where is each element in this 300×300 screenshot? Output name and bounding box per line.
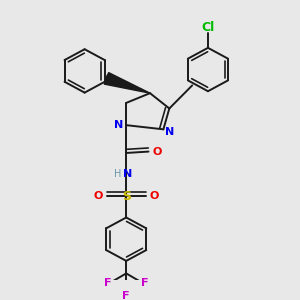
Text: O: O xyxy=(149,191,159,201)
Polygon shape xyxy=(104,73,150,93)
Text: O: O xyxy=(94,191,103,201)
Text: F: F xyxy=(104,278,111,288)
Text: N: N xyxy=(165,127,175,136)
Text: F: F xyxy=(141,278,149,288)
Text: N: N xyxy=(123,169,132,179)
Text: Cl: Cl xyxy=(201,21,214,34)
Text: S: S xyxy=(122,190,131,202)
Text: H: H xyxy=(114,169,122,179)
Text: N: N xyxy=(114,120,123,130)
Text: F: F xyxy=(122,292,130,300)
Text: O: O xyxy=(152,147,161,157)
